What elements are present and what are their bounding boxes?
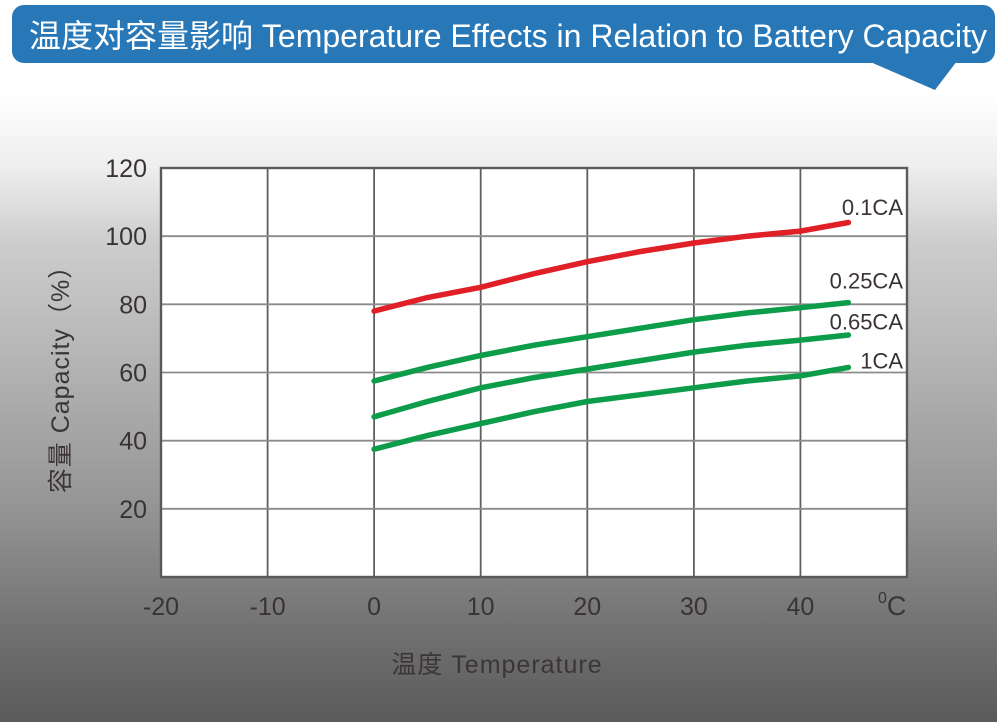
- series-line-1CA: [371, 364, 852, 452]
- x-axis-unit: 0C: [878, 590, 906, 621]
- y-tick-label-120: 120: [105, 155, 147, 183]
- banner-tail: [868, 61, 957, 90]
- x-tick-label--20: -20: [143, 593, 179, 621]
- x-tick-label-10: 10: [467, 593, 495, 621]
- series-label-0.65CA: 0.65CA: [830, 309, 904, 334]
- y-tick-label-60: 60: [119, 360, 147, 388]
- y-tick-label-40: 40: [119, 428, 147, 456]
- banner-tail-shape: [868, 61, 957, 90]
- series-label-0.1CA: 0.1CA: [842, 195, 903, 220]
- x-tick-label-0: 0: [367, 593, 381, 621]
- series-line-0.1CA: [371, 219, 852, 314]
- x-tick-label--10: -10: [250, 593, 286, 621]
- title-banner: 温度对容量影响 Temperature Effects in Relation …: [12, 5, 995, 63]
- x-axis-title: 温度 Temperature: [391, 651, 603, 679]
- page-title: 温度对容量影响 Temperature Effects in Relation …: [29, 18, 987, 54]
- plot-border: [159, 166, 909, 579]
- series-line-0.25CA: [371, 299, 852, 384]
- y-axis-title: 容量 Capacity（%）: [47, 252, 75, 494]
- series-label-0.25CA: 0.25CA: [830, 269, 904, 294]
- x-tick-label-30: 30: [680, 593, 708, 621]
- x-tick-label-40: 40: [786, 593, 814, 621]
- x-tick-label-20: 20: [573, 593, 601, 621]
- y-tick-label-80: 80: [119, 291, 147, 319]
- series-line-0.65CA: [371, 332, 852, 420]
- y-tick-label-20: 20: [119, 496, 147, 524]
- series-label-1CA: 1CA: [860, 349, 903, 374]
- y-tick-label-100: 100: [105, 223, 147, 251]
